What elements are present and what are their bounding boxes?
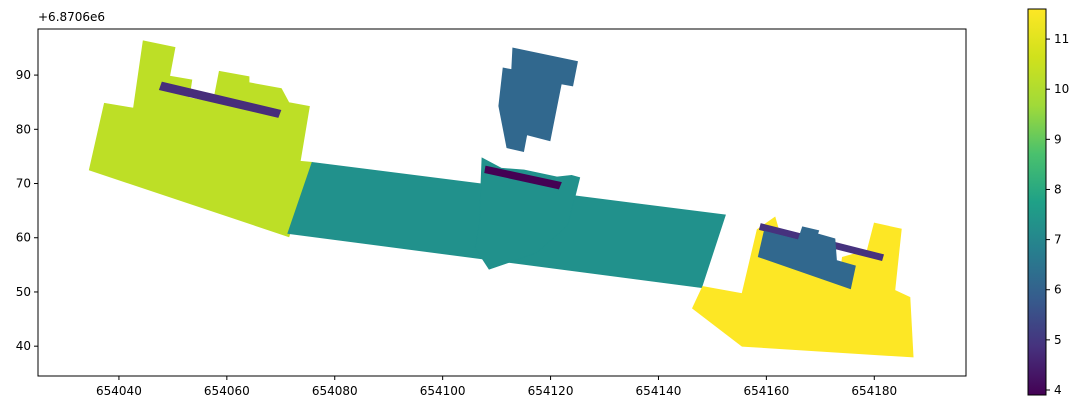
x-tick-label: 654120 [528, 384, 574, 398]
colorbar-axis: 4 5 6 7 8 9 10 11 [1046, 32, 1069, 397]
colorbar-gradient [1027, 8, 1047, 396]
polygon-4 [484, 165, 562, 190]
x-tick-label: 654160 [743, 384, 789, 398]
polygon-0 [88, 40, 313, 238]
x-tick-label: 654040 [96, 384, 142, 398]
colorbar-tick-label: 5 [1054, 333, 1062, 347]
x-tick-label: 654180 [851, 384, 897, 398]
y-axis: 40 50 60 70 80 90 [16, 68, 38, 353]
x-axis: 654040 654060 654080 654100 654120 654140 6541… [96, 376, 897, 398]
x-tick-label: 654080 [312, 384, 358, 398]
colorbar-tick-label: 7 [1054, 233, 1062, 247]
polygon-1 [158, 81, 282, 118]
y-offset-label: +6.8706e6 [38, 10, 105, 24]
plot-frame [37, 28, 967, 377]
y-tick-label: 40 [16, 339, 31, 353]
y-tick-label: 80 [16, 122, 31, 136]
x-tick-label: 654100 [420, 384, 466, 398]
y-tick-label: 60 [16, 231, 31, 245]
y-tick-label: 50 [16, 285, 31, 299]
polygon-5 [498, 47, 578, 152]
colorbar-tick-label: 11 [1054, 32, 1069, 46]
y-tick-label: 70 [16, 177, 31, 191]
y-tick-label: 90 [16, 68, 31, 82]
x-tick-label: 654140 [636, 384, 682, 398]
colorbar-tick-label: 6 [1054, 283, 1062, 297]
colorbar-tick-label: 9 [1054, 132, 1062, 146]
colorbar-tick-label: 8 [1054, 182, 1062, 196]
x-tick-label: 654060 [204, 384, 250, 398]
map-polygons [88, 40, 914, 358]
colorbar-tick-label: 10 [1054, 82, 1069, 96]
polygon-6 [692, 216, 914, 358]
colorbar-tick-label: 4 [1054, 383, 1062, 397]
polygon-8 [757, 226, 856, 290]
